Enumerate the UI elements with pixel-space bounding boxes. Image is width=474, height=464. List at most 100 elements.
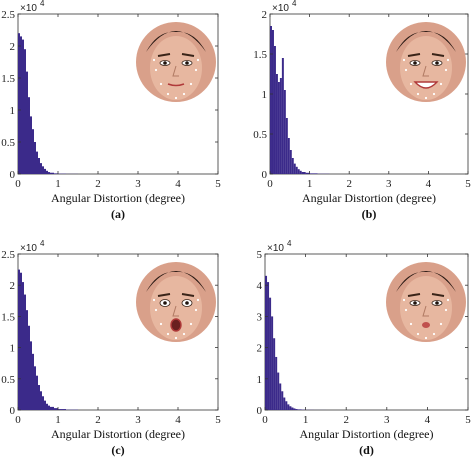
- histogram-bar: [289, 406, 291, 410]
- y-tick-label: 1: [257, 374, 263, 386]
- histogram-bar: [32, 129, 34, 174]
- y-tick-label: 1: [262, 89, 268, 101]
- mouth: [422, 322, 430, 328]
- histogram-bar: [18, 270, 20, 410]
- histogram-bar: [42, 396, 44, 410]
- y-tick-label: 3: [257, 311, 263, 323]
- landmark-dot: [153, 299, 155, 301]
- y-tick-label: 0: [10, 169, 16, 181]
- scale-exponent: 4: [287, 239, 292, 248]
- histogram-bar: [271, 316, 273, 410]
- face-inset-image: [386, 262, 466, 342]
- landmark-dot: [195, 309, 197, 311]
- histogram-bar: [282, 58, 284, 174]
- x-tick-label: 2: [95, 178, 101, 190]
- x-tick-label: 0: [267, 178, 273, 190]
- landmark-dot: [405, 69, 407, 71]
- landmark-dot: [440, 83, 442, 85]
- face-inset-image: [136, 22, 216, 102]
- face-inset-image: [136, 262, 216, 342]
- y-tick-label: 0: [257, 405, 263, 417]
- landmark-dot: [433, 333, 435, 335]
- histogram-bar: [44, 401, 46, 410]
- histogram-bar: [26, 310, 28, 410]
- x-tick-label: 1: [55, 178, 61, 190]
- histogram-bar: [275, 357, 277, 410]
- histogram-bar: [48, 406, 50, 410]
- x-tick-label: 1: [55, 414, 61, 426]
- histogram-bar: [273, 338, 275, 410]
- histogram-bar: [50, 407, 54, 410]
- face-skin: [400, 36, 452, 100]
- pupil: [185, 301, 189, 305]
- landmark-dot: [403, 59, 405, 61]
- histogram-bar: [40, 391, 42, 410]
- histogram-bar: [38, 158, 40, 174]
- x-tick-label: 2: [346, 178, 352, 190]
- scale-exponent: 4: [40, 0, 45, 8]
- histogram-bar: [295, 409, 297, 410]
- x-tick-label: 5: [465, 178, 471, 190]
- scale-factor: ×10: [267, 243, 284, 254]
- histogram-bar: [28, 97, 30, 174]
- x-tick-label: 5: [465, 414, 471, 426]
- landmark-dot: [417, 333, 419, 335]
- histogram-bar: [276, 74, 278, 174]
- y-tick-label: 2: [262, 9, 268, 21]
- x-tick-label: 1: [307, 178, 313, 190]
- panel-caption: (c): [111, 443, 124, 457]
- histogram-bar: [40, 163, 42, 174]
- landmark-dot: [425, 337, 427, 339]
- histogram-bar: [54, 173, 58, 174]
- histogram-bar: [32, 354, 34, 410]
- histogram-bar: [302, 172, 306, 174]
- histogram-bar: [54, 408, 58, 410]
- landmark-dot: [167, 93, 169, 95]
- histogram-bar: [34, 366, 36, 410]
- histogram-bar: [281, 391, 283, 410]
- landmark-dot: [403, 299, 405, 301]
- scale-factor: ×10: [20, 243, 37, 254]
- histogram-bar: [50, 173, 54, 174]
- histogram-bar: [28, 326, 30, 410]
- pupil: [185, 61, 189, 65]
- landmark-dot: [445, 309, 447, 311]
- landmark-dot: [405, 309, 407, 311]
- landmark-dot: [425, 97, 427, 99]
- histogram-bar: [24, 295, 26, 410]
- landmark-dot: [167, 333, 169, 335]
- landmark-dot: [417, 93, 419, 95]
- y-tick-label: 1.5: [1, 311, 15, 323]
- x-tick-label: 0: [15, 178, 21, 190]
- y-tick-label: 0: [262, 169, 268, 181]
- x-tick-label: 3: [386, 178, 392, 190]
- scale-exponent: 4: [40, 239, 45, 248]
- y-tick-label: 2: [10, 280, 16, 292]
- x-tick-label: 3: [384, 414, 390, 426]
- histogram-bar: [283, 398, 285, 410]
- landmark-dot: [447, 299, 449, 301]
- histogram-bar: [297, 409, 301, 410]
- histogram-bar: [46, 404, 48, 410]
- histogram-bar: [285, 401, 287, 410]
- panel-caption: (b): [362, 207, 377, 221]
- x-tick-label: 2: [343, 414, 349, 426]
- histogram-bar: [300, 171, 302, 174]
- histogram-bar: [48, 172, 50, 174]
- landmark-dot: [445, 69, 447, 71]
- histogram-bar: [18, 33, 20, 174]
- x-axis-label: Angular Distortion (degree): [51, 427, 185, 441]
- landmark-dot: [195, 69, 197, 71]
- histogram-bar: [290, 150, 292, 174]
- histogram-bar: [42, 166, 44, 174]
- histogram-bar: [30, 116, 32, 174]
- histogram-bar: [298, 169, 300, 174]
- landmark-dot: [155, 69, 157, 71]
- y-tick-label: 0.5: [1, 374, 15, 386]
- x-tick-label: 2: [95, 414, 101, 426]
- x-tick-label: 0: [15, 414, 21, 426]
- x-tick-label: 4: [175, 178, 181, 190]
